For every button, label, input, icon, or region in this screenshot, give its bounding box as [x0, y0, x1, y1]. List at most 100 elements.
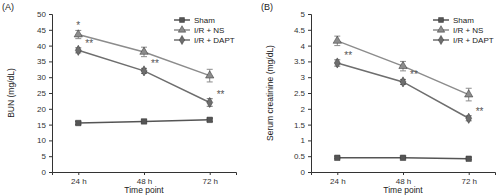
- y-tick-mark: [49, 30, 52, 31]
- y-tick-mark: [49, 156, 52, 157]
- plot-area: [333, 36, 473, 161]
- series: [75, 117, 212, 126]
- y-tick-label: 0: [301, 168, 306, 177]
- y-tick: 5: [42, 152, 52, 161]
- legend-marker: [437, 26, 444, 32]
- significance-mark: *: [76, 20, 80, 31]
- x-axis: 24 h48 h72 h: [53, 172, 237, 186]
- significance-mark: **: [476, 106, 484, 117]
- y-tick: 3: [301, 73, 311, 82]
- y-tick: 30: [37, 73, 52, 82]
- error-bar-cap: [466, 100, 472, 101]
- y-tick: 50: [37, 10, 52, 19]
- y-tick-mark: [49, 93, 52, 94]
- legend-label: Sham: [194, 16, 215, 25]
- legend-marker: [439, 18, 444, 23]
- x-tick: 48 h: [396, 172, 412, 186]
- series-line: [78, 50, 209, 102]
- x-tick-mark: [210, 172, 211, 175]
- x-tick-mark: [403, 172, 404, 175]
- y-tick-mark: [49, 14, 52, 15]
- legend-marker: [180, 18, 185, 23]
- series-line: [337, 41, 468, 95]
- marker: [206, 71, 214, 78]
- y-tick: 40: [37, 42, 52, 51]
- y-tick-label: 1.5: [294, 121, 306, 130]
- legend: ShamI/R + NSI/R + DAPT: [174, 16, 235, 45]
- y-tick-label: 50: [37, 10, 46, 19]
- x-tick: 72 h: [461, 172, 477, 186]
- error-bar-cap: [466, 88, 472, 89]
- y-tick-label: 0: [42, 168, 47, 177]
- error-bar-cap: [207, 81, 213, 82]
- y-axis: 0 5 10 15 20 25 30 35 40 45 50: [37, 10, 52, 177]
- y-tick-label: 20: [37, 105, 46, 114]
- y-tick: 25: [37, 89, 52, 98]
- y-tick-mark: [308, 14, 311, 15]
- y-tick-label: 30: [37, 73, 46, 82]
- y-tick-mark: [49, 77, 52, 78]
- significance-mark: **: [410, 69, 418, 80]
- y-tick: 4: [301, 42, 311, 51]
- panel-title: (A): [2, 2, 14, 12]
- marker: [76, 120, 81, 125]
- x-tick: 24 h: [330, 172, 346, 186]
- series: [334, 58, 471, 123]
- y-tick-mark: [308, 30, 311, 31]
- y-tick-mark: [49, 109, 52, 110]
- panel-title: (B): [261, 2, 273, 12]
- series: [334, 155, 471, 161]
- marker: [333, 36, 341, 43]
- marker: [75, 45, 81, 55]
- error-bar-cap: [141, 56, 147, 57]
- legend-label: I/R + DAPT: [194, 36, 235, 45]
- y-tick-label: 0.5: [294, 152, 306, 161]
- marker: [335, 155, 340, 160]
- legend-label: I/R + NS: [453, 26, 483, 35]
- y-tick-mark: [49, 46, 52, 47]
- marker: [400, 155, 405, 160]
- y-tick-mark: [49, 125, 52, 126]
- marker: [140, 47, 148, 54]
- x-tick-mark: [337, 172, 338, 175]
- legend-marker: [178, 26, 185, 32]
- y-axis-title: Serum creatinine (mg/dL): [265, 45, 275, 141]
- series-line: [337, 63, 468, 118]
- series: [75, 45, 212, 107]
- marker: [207, 97, 213, 107]
- significance-mark: **: [344, 50, 352, 61]
- y-tick: 0: [42, 168, 52, 177]
- y-tick-mark: [49, 61, 52, 62]
- y-tick: 3.5: [294, 57, 311, 66]
- y-tick: 0: [301, 168, 311, 177]
- y-tick-mark: [308, 172, 311, 173]
- legend: ShamI/R + NSI/R + DAPT: [433, 16, 494, 45]
- y-tick-label: 4.5: [294, 26, 306, 35]
- y-tick-label: 5: [42, 152, 47, 161]
- x-axis-line: [312, 173, 496, 176]
- y-tick: 35: [37, 57, 52, 66]
- x-axis: 24 h 48 h 72 h: [312, 172, 496, 186]
- marker: [465, 90, 473, 97]
- x-axis-title: Time point: [383, 185, 423, 195]
- marker: [207, 117, 212, 122]
- x-axis-title: Time point: [124, 185, 164, 195]
- legend-marker: [179, 35, 184, 44]
- y-tick-label: 15: [37, 121, 46, 130]
- marker: [466, 113, 472, 123]
- y-tick: 45: [37, 26, 52, 35]
- y-tick: 5: [301, 10, 311, 19]
- panel: 00.511.522.533.544.5524 h48 h72 h(B)Time…: [261, 2, 496, 195]
- y-tick-mark: [49, 172, 52, 173]
- y-tick-mark: [308, 125, 311, 126]
- y-tick: 10: [37, 136, 52, 145]
- figure: 0510152025303540455024 h48 h72 h(A)Time …: [0, 0, 500, 196]
- y-tick-label: 4: [301, 42, 306, 51]
- y-tick: 2.5: [294, 89, 311, 98]
- y-tick-label: 40: [37, 42, 46, 51]
- y-tick-mark: [308, 156, 311, 157]
- y-tick-label: 3: [301, 73, 306, 82]
- y-tick-mark: [308, 93, 311, 94]
- y-tick-label: 25: [37, 89, 46, 98]
- marker: [141, 119, 146, 124]
